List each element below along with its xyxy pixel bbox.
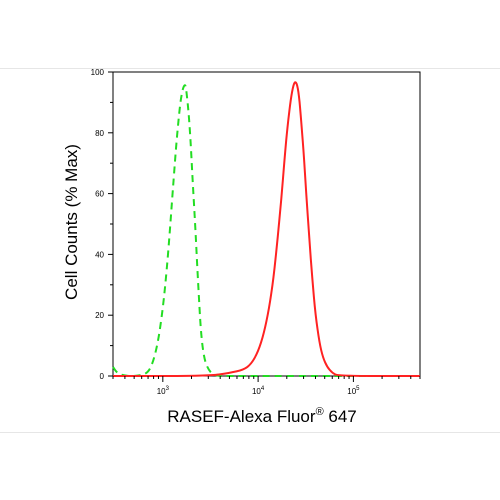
x-axis-title-main: RASEF-Alexa Fluor — [167, 407, 316, 426]
y-tick-label: 100 — [91, 68, 105, 77]
series-line-green-dashed — [112, 84, 420, 378]
y-tick-label: 0 — [100, 372, 105, 381]
x-axis-title-sup: ® — [316, 406, 324, 418]
x-axis-title-tail: 647 — [324, 407, 357, 426]
series-layer — [112, 81, 420, 378]
top-divider — [0, 68, 500, 69]
plot-border — [112, 71, 421, 377]
y-tick-label: 20 — [95, 311, 104, 320]
x-axis-title: RASEF-Alexa Fluor® 647 — [167, 406, 357, 426]
y-tick-label: 60 — [95, 190, 104, 199]
plot-frame — [112, 71, 421, 377]
y-axis-title: Cell Counts (% Max) — [62, 144, 81, 300]
x-tick-label: 103 — [157, 386, 170, 396]
y-tick-label: 40 — [95, 250, 104, 259]
y-tick-label: 80 — [95, 129, 104, 138]
x-axis-ticks: 103 104 105 — [112, 376, 421, 396]
series-line-red-solid — [113, 81, 420, 377]
y-axis-ticks: 0 20 40 60 80 100 — [91, 68, 113, 381]
x-tick-label: 105 — [347, 386, 360, 396]
x-tick-label: 104 — [252, 386, 265, 396]
bottom-divider — [0, 432, 500, 433]
